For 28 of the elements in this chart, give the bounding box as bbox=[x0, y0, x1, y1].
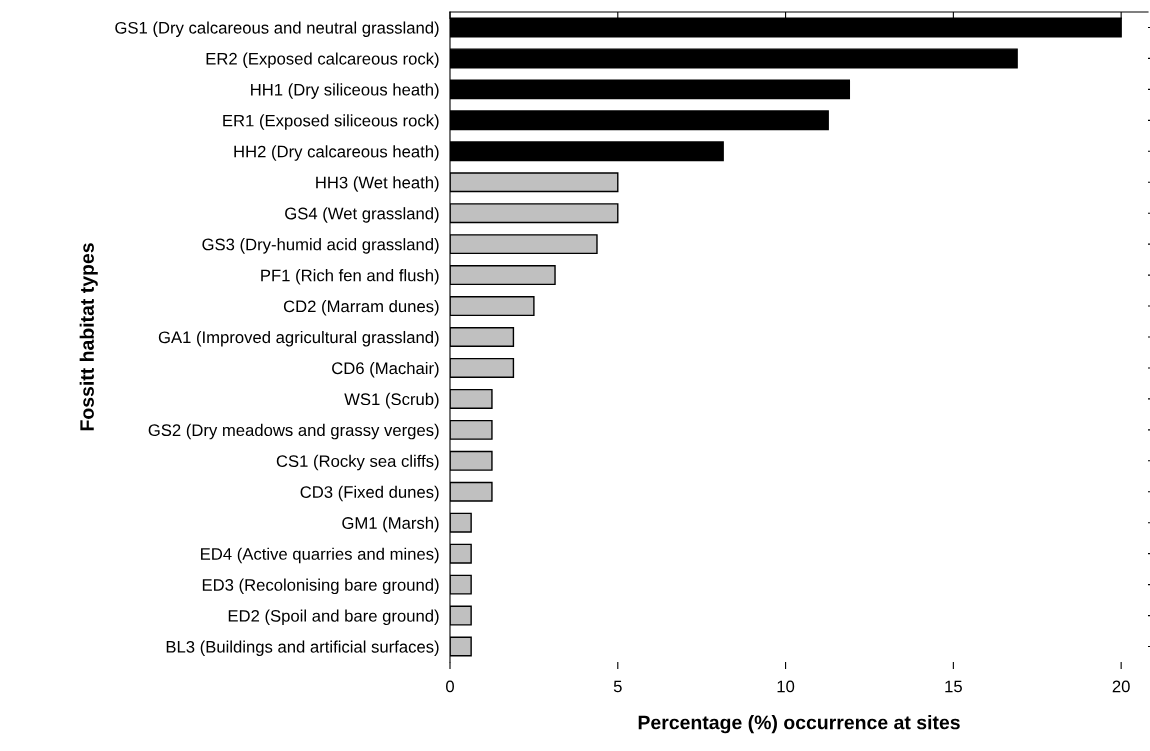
y-tick-label: GS4 (Wet grassland) bbox=[285, 207, 439, 223]
y-tick-label: HH3 (Wet heath) bbox=[316, 176, 439, 192]
y-tick-label: CS1 (Rocky sea cliffs) bbox=[276, 454, 439, 471]
y-axis-title: Fossitt habitat types bbox=[79, 243, 98, 431]
y-tick-label: PF1 (Rich fen and flush) bbox=[261, 269, 439, 285]
y-tick-label: ER1 (Exposed siliceous rock) bbox=[223, 114, 439, 130]
y-tick-label: ED2 (Spoil and bare ground) bbox=[228, 609, 439, 626]
y-tick-label: ER2 (Exposed calcareous rock) bbox=[206, 52, 439, 68]
y-tick-label: ED3 (Recolonising bare ground) bbox=[202, 578, 439, 595]
x-tick-label: 15 bbox=[945, 680, 962, 693]
y-tick-label: GM1 (Marsh) bbox=[342, 516, 439, 533]
y-tick-label: HH1 (Dry siliceous heath) bbox=[251, 83, 439, 99]
y-tick-label: ED4 (Active quarries and mines) bbox=[201, 547, 439, 564]
x-tick-label: 20 bbox=[1112, 680, 1130, 693]
y-tick-label: WS1 (Scrub) bbox=[344, 392, 439, 409]
y-tick-label: BL3 (Buildings and artificial surfaces) bbox=[166, 640, 439, 657]
y-tick-label: CD6 (Machair) bbox=[332, 361, 439, 378]
y-tick-label: HH2 (Dry calcareous heath) bbox=[234, 145, 439, 161]
y-tick-label: GS2 (Dry meadows and grassy verges) bbox=[148, 423, 439, 440]
y-tick-label: GA1 (Improved agricultural grassland) bbox=[158, 330, 439, 347]
y-tick-label: GS1 (Dry calcareous and neutral grassland) bbox=[115, 21, 439, 37]
y-tick-label: CD3 (Fixed dunes) bbox=[300, 485, 439, 502]
x-tick-label: 0 bbox=[446, 680, 454, 693]
x-axis-title: Percentage (%) occurrence at sites bbox=[638, 715, 960, 734]
y-tick-label: GS3 (Dry-humid acid grassland) bbox=[202, 238, 439, 254]
y-tick-label: CD2 (Marram dunes) bbox=[283, 300, 439, 316]
x-tick-label: 5 bbox=[613, 680, 622, 693]
x-tick-label: 10 bbox=[777, 680, 795, 693]
